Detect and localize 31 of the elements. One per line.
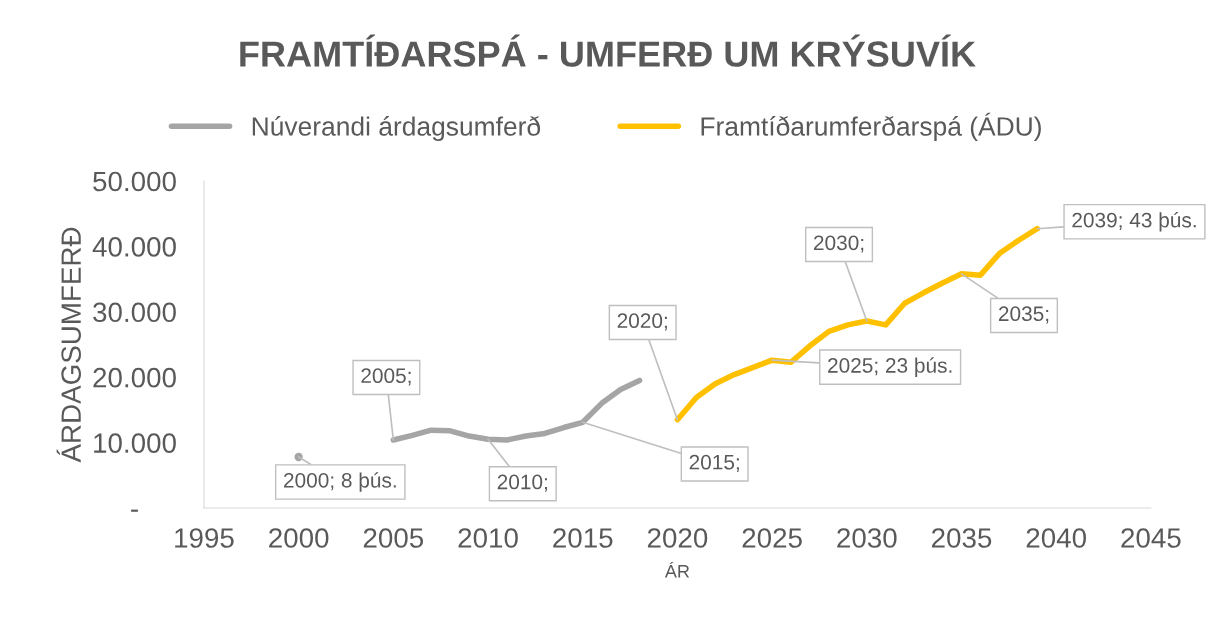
x-tick-label: 2025 <box>742 528 802 548</box>
y-tick-label: 50.000 <box>93 171 176 192</box>
annotation: 2020; <box>617 313 667 331</box>
annotation: 2025; 23 þús. <box>828 357 952 377</box>
y-tick-label: - <box>131 509 138 512</box>
y-tick-label: 10.000 <box>94 433 176 453</box>
x-axis-title: ÁR <box>664 561 690 578</box>
y-tick-label: 30.000 <box>93 302 176 323</box>
x-tick-label: 2030 <box>837 528 897 548</box>
annotation: 2005; <box>361 368 411 386</box>
x-tick-label: 2040 <box>1026 528 1086 548</box>
annotation: 2015; <box>689 454 739 473</box>
y-tick-label: 20.000 <box>93 367 176 388</box>
x-tick-label: 2005 <box>363 528 424 548</box>
y-tick-label: 40.000 <box>92 237 176 257</box>
annotation: 2039; 43 þús. <box>1072 211 1196 232</box>
x-tick-label: 2010 <box>458 528 518 548</box>
legend-label: Núverandi árdagsumferð <box>252 116 541 142</box>
x-tick-label: 2035 <box>931 528 992 548</box>
x-tick-label: 2015 <box>553 528 613 548</box>
x-tick-label: 2045 <box>1121 528 1181 548</box>
x-tick-label: 1995 <box>175 528 234 548</box>
annotation: 2010; <box>497 474 547 492</box>
x-tick-label: 2000 <box>269 528 329 548</box>
legend-label: Framtíðarumferðarspá (ÁDU) <box>701 112 1041 142</box>
annotation: 2035; <box>998 306 1049 324</box>
x-tick-label: 2020 <box>647 528 708 548</box>
chart-title: FRAMTÍÐARSPÁ - UMFERÐ UM KRÝSUVÍK <box>240 34 976 67</box>
y-axis-title: ÁRDAGSUMFERÐ <box>56 227 81 463</box>
annotation: 2000; 8 þús. <box>284 472 396 492</box>
annotation: 2030; <box>814 235 864 253</box>
